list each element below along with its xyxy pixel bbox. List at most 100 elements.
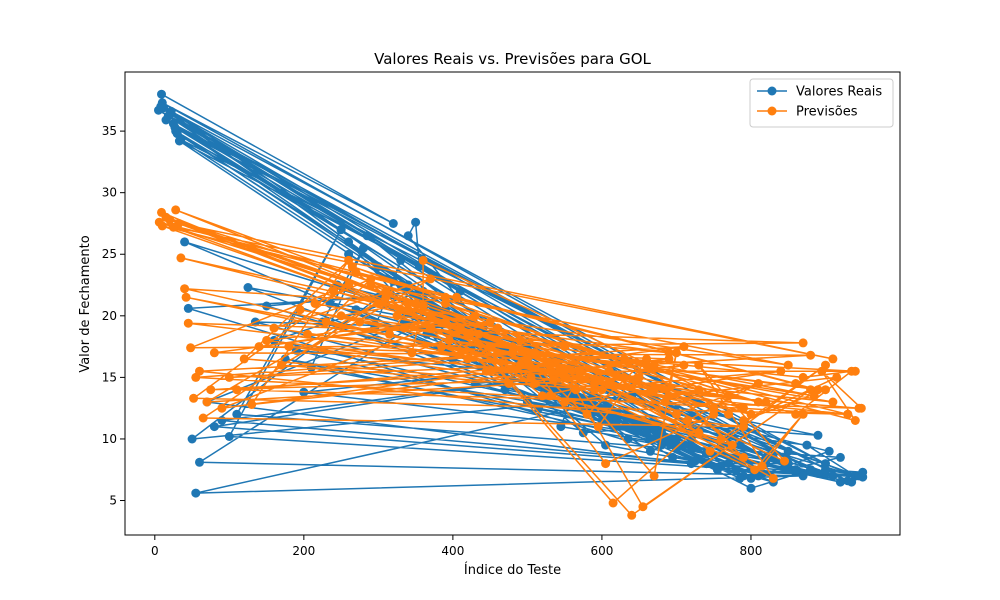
x-axis: 0 200 400 600 800 <box>151 535 762 558</box>
data-point <box>645 446 655 456</box>
data-point <box>504 379 514 388</box>
data-point <box>746 483 756 493</box>
data-point <box>344 280 354 290</box>
data-point <box>634 422 644 432</box>
data-point <box>623 434 633 444</box>
data-point <box>835 477 845 487</box>
data-point <box>198 413 208 423</box>
data-point <box>739 416 748 425</box>
data-point <box>189 393 199 403</box>
data-point <box>209 422 219 432</box>
data-point <box>170 122 180 132</box>
data-point <box>176 253 186 263</box>
y-axis: 5 10 15 20 25 30 35 <box>102 124 125 508</box>
data-point <box>522 354 532 364</box>
data-point <box>403 305 413 315</box>
data-point <box>694 360 704 370</box>
data-point <box>444 335 454 345</box>
legend-marker <box>767 86 777 96</box>
data-point <box>515 360 525 370</box>
data-point <box>303 329 313 339</box>
data-point <box>426 311 435 321</box>
data-point <box>694 428 704 438</box>
data-point <box>821 465 830 475</box>
data-point <box>295 305 305 315</box>
data-point <box>571 385 581 395</box>
data-point <box>664 348 674 358</box>
data-point <box>269 323 279 333</box>
data-point <box>455 323 465 333</box>
data-point <box>858 467 868 477</box>
legend-marker <box>767 106 777 116</box>
data-point <box>824 446 834 456</box>
data-point <box>608 498 618 508</box>
y-tick-label: 5 <box>109 494 117 508</box>
data-point <box>336 311 346 321</box>
data-point <box>232 385 242 395</box>
data-point <box>798 471 808 481</box>
data-point <box>202 397 212 407</box>
data-point <box>407 348 417 358</box>
data-point <box>709 409 719 419</box>
legend-item: Previsões <box>757 105 858 120</box>
data-point <box>195 457 204 467</box>
data-point <box>582 409 592 419</box>
data-point <box>850 416 860 425</box>
data-point <box>418 301 428 311</box>
data-point <box>366 280 376 290</box>
data-point <box>403 231 413 241</box>
data-point <box>381 286 391 296</box>
data-point <box>843 409 853 419</box>
data-point <box>426 274 435 284</box>
y-axis-label: Valor de Fechamento <box>78 235 93 372</box>
data-point <box>195 366 204 376</box>
data-point <box>828 471 838 481</box>
data-point <box>783 446 793 456</box>
data-point <box>481 366 491 376</box>
data-point <box>798 372 808 382</box>
data-point <box>493 323 503 333</box>
data-point <box>724 459 734 469</box>
data-point <box>399 323 409 333</box>
data-point <box>724 409 734 419</box>
data-point <box>735 473 745 483</box>
data-point <box>798 338 808 348</box>
data-point <box>355 317 365 327</box>
data-point <box>638 502 648 512</box>
data-point <box>690 456 700 466</box>
data-point <box>798 409 808 419</box>
x-tick-label: 600 <box>590 544 613 558</box>
data-point <box>362 231 372 241</box>
data-point <box>664 391 674 401</box>
data-point <box>452 292 462 302</box>
data-point <box>590 379 599 388</box>
data-point <box>217 403 227 413</box>
data-point <box>161 115 171 125</box>
data-point <box>832 372 842 382</box>
data-point <box>426 323 435 333</box>
data-point <box>359 243 368 253</box>
data-point <box>619 372 629 382</box>
data-point <box>411 299 421 308</box>
data-point <box>847 477 857 487</box>
data-point <box>739 452 748 462</box>
data-point <box>601 459 611 469</box>
data-point <box>619 354 629 364</box>
data-point <box>612 416 622 425</box>
data-point <box>403 299 413 308</box>
legend-label: Valores Reais <box>796 85 882 100</box>
data-point <box>627 510 637 520</box>
data-point <box>780 456 789 466</box>
data-point <box>154 217 164 227</box>
data-point <box>776 366 786 376</box>
data-point <box>671 409 681 419</box>
data-point <box>642 354 652 364</box>
data-point <box>239 354 249 364</box>
data-point <box>746 409 756 419</box>
data-point <box>515 335 525 345</box>
data-point <box>642 428 652 438</box>
data-point <box>392 311 402 321</box>
data-point <box>791 465 801 475</box>
data-point <box>463 354 473 364</box>
data-point <box>768 473 778 483</box>
